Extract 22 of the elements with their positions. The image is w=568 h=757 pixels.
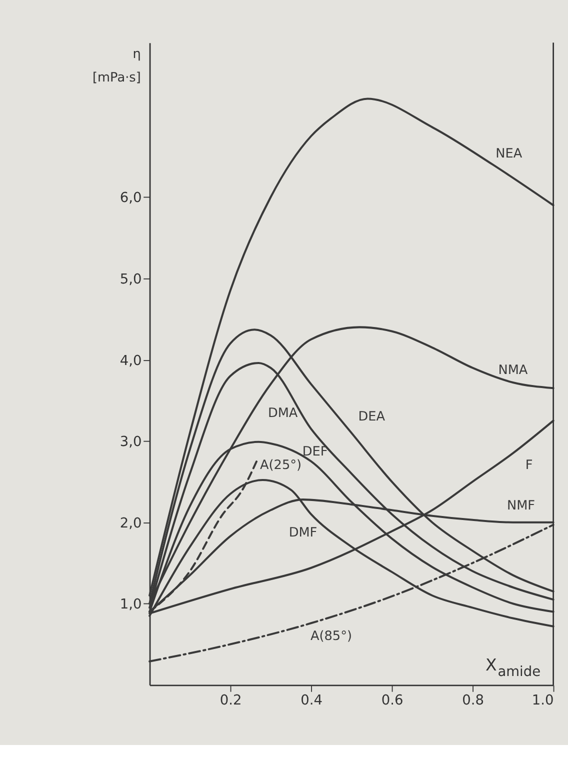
y-axis-title: η [mPa·s]: [92, 46, 141, 86]
series-label: NEA: [496, 146, 522, 162]
series-label: DMA: [268, 406, 298, 422]
y-tick-label: 6,0: [120, 190, 142, 206]
x-tick-label: 0.8: [462, 692, 484, 709]
y-tick-label: 5,0: [120, 271, 142, 288]
x-tick-label: 1.0: [532, 692, 554, 709]
series-label: A(25°): [260, 458, 302, 474]
y-tick-label: 1,0: [120, 596, 142, 613]
series-label: F: [525, 458, 533, 474]
x-tick-label: 0.6: [381, 692, 404, 709]
series-label: A(85°): [310, 628, 352, 644]
y-tick-label: 3,0: [120, 434, 142, 450]
y-tick-label: 2,0: [120, 515, 142, 532]
series-label: NMA: [498, 362, 528, 378]
series-label: DMF: [288, 526, 318, 541]
series-label: NMF: [506, 498, 536, 514]
y-tick-label: 4,0: [120, 352, 142, 369]
series-label: DEF: [302, 444, 328, 460]
x-tick-label: 0.2: [220, 692, 242, 709]
series-label: DEA: [358, 409, 386, 424]
x-tick-label: 0.4: [300, 692, 322, 709]
